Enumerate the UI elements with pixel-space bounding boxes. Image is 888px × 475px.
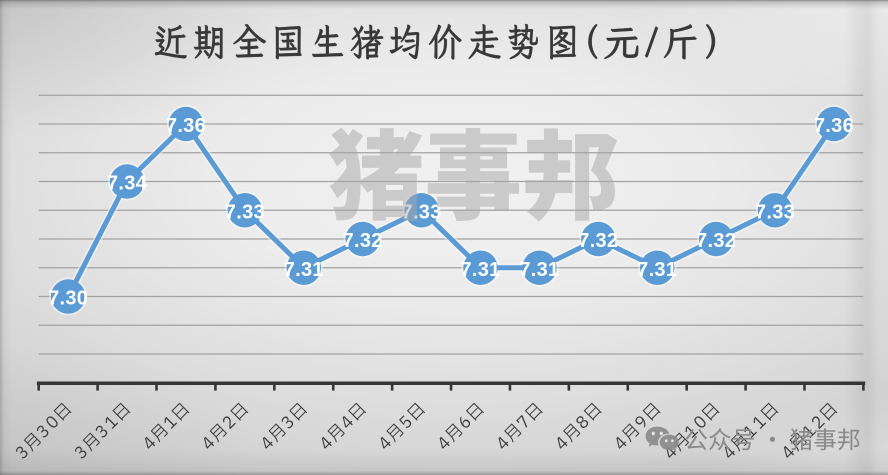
svg-text:7.30: 7.30 bbox=[48, 288, 88, 310]
svg-text:7.36: 7.36 bbox=[814, 115, 854, 137]
svg-text:7.33: 7.33 bbox=[755, 201, 795, 223]
svg-text:7.32: 7.32 bbox=[696, 230, 736, 252]
svg-text:7.32: 7.32 bbox=[578, 230, 618, 252]
svg-text:7.33: 7.33 bbox=[225, 201, 265, 223]
svg-text:7.32: 7.32 bbox=[343, 230, 383, 252]
svg-text:7.31: 7.31 bbox=[637, 259, 677, 281]
svg-text:7.34: 7.34 bbox=[107, 173, 148, 195]
svg-text:7.31: 7.31 bbox=[284, 259, 324, 281]
svg-text:7.31: 7.31 bbox=[460, 259, 500, 281]
svg-text:7.36: 7.36 bbox=[166, 115, 206, 137]
svg-text:7.31: 7.31 bbox=[519, 259, 559, 281]
